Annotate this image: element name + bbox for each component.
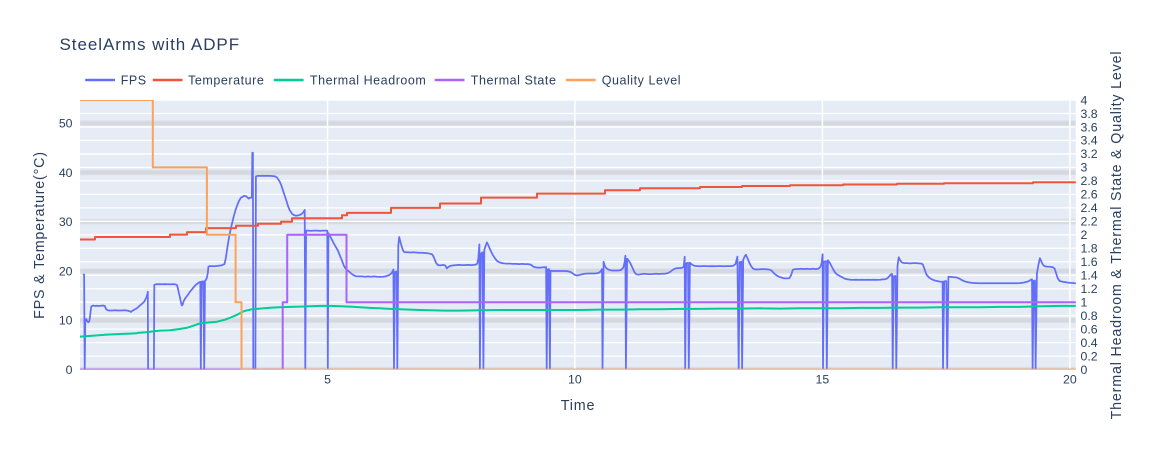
svg-text:FPS & Temperature(°C): FPS & Temperature(°C) [32,151,48,319]
svg-text:0.2: 0.2 [1081,349,1098,363]
svg-text:Temperature: Temperature [188,73,264,87]
svg-text:3.8: 3.8 [1081,107,1098,121]
svg-text:50: 50 [59,117,73,131]
svg-text:1.6: 1.6 [1081,255,1098,269]
svg-text:0.6: 0.6 [1081,323,1098,337]
svg-text:10: 10 [568,373,582,387]
svg-text:2.8: 2.8 [1081,174,1098,188]
svg-text:4: 4 [1081,93,1088,107]
svg-text:3.2: 3.2 [1081,147,1098,161]
svg-text:Thermal Headroom & Thermal Sta: Thermal Headroom & Thermal State & Quali… [1109,51,1125,420]
svg-text:40: 40 [59,166,73,180]
svg-text:1: 1 [1081,296,1088,310]
svg-text:0.8: 0.8 [1081,309,1098,323]
svg-text:SteelArms with ADPF: SteelArms with ADPF [60,35,241,54]
svg-text:2.6: 2.6 [1081,188,1098,202]
svg-text:3.4: 3.4 [1081,134,1098,148]
svg-text:5: 5 [324,373,331,387]
svg-text:10: 10 [59,314,73,328]
svg-text:3: 3 [1081,161,1088,175]
svg-text:0.4: 0.4 [1081,336,1098,350]
svg-text:Time: Time [561,398,595,414]
svg-text:2.4: 2.4 [1081,201,1098,215]
svg-text:2.2: 2.2 [1081,215,1098,229]
svg-text:FPS: FPS [121,73,147,87]
svg-text:0: 0 [1081,363,1088,377]
svg-text:20: 20 [1063,373,1077,387]
svg-text:Quality Level: Quality Level [602,73,681,87]
svg-text:3.6: 3.6 [1081,120,1098,134]
svg-text:15: 15 [816,373,830,387]
svg-text:2: 2 [1081,228,1088,242]
svg-text:Thermal Headroom: Thermal Headroom [310,73,426,87]
svg-text:20: 20 [59,264,73,278]
svg-text:1.4: 1.4 [1081,269,1098,283]
svg-text:1.2: 1.2 [1081,282,1098,296]
svg-text:1.8: 1.8 [1081,242,1098,256]
svg-text:0: 0 [66,363,73,377]
svg-text:30: 30 [59,215,73,229]
svg-text:Thermal State: Thermal State [471,73,557,87]
